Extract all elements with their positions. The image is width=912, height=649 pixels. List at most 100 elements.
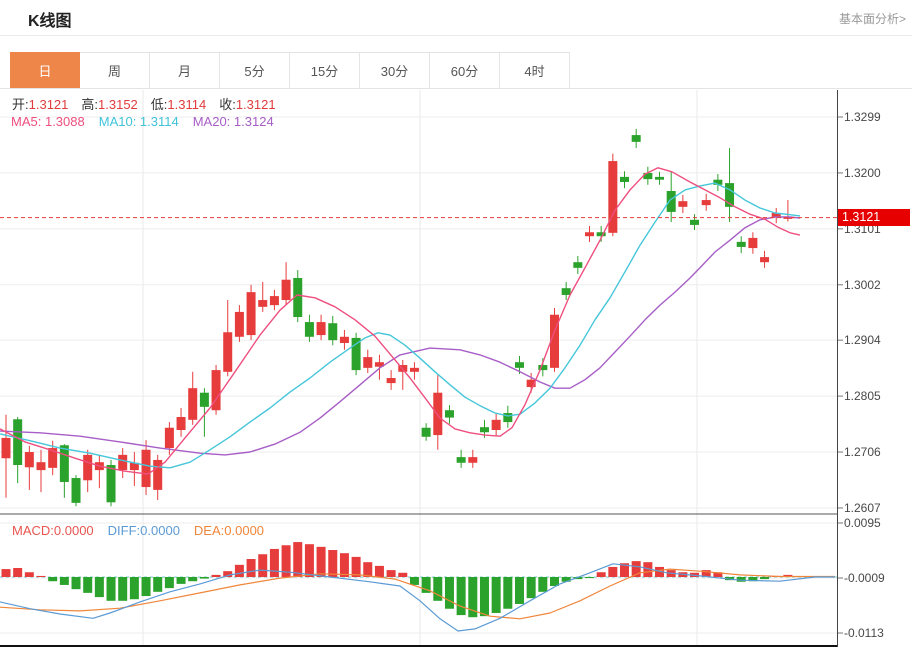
macd-bar (223, 571, 233, 577)
candle-body (748, 237, 758, 249)
legend-item: 低:1.3114 (150, 97, 207, 112)
candle-body (188, 388, 198, 420)
candle-body (538, 365, 548, 371)
macd-bar (24, 572, 34, 577)
candle-body (211, 370, 221, 411)
legend-item: MA5: 1.3088 (11, 114, 85, 129)
candle-body (456, 457, 466, 463)
ma-legend: MA5: 1.3088 MA10: 1.3114 MA20: 1.3124 (11, 114, 288, 129)
legend-item: MA10: 1.3114 (98, 114, 179, 129)
macd-bar (1, 569, 11, 577)
candle-body (328, 323, 338, 341)
macd-bar (748, 577, 758, 582)
timeframe-tabs: 日周月 5分 15分 30分 60分 4时 (10, 52, 570, 89)
page-title: K线图 (28, 13, 72, 30)
macd-bar (596, 572, 606, 577)
candle-body (433, 392, 443, 436)
diff-line (0, 563, 835, 632)
candle-body (59, 445, 69, 482)
candle-body (153, 459, 163, 490)
tab-30分[interactable]: 30分 (360, 52, 430, 89)
macd-bar (141, 577, 151, 597)
candle-body (620, 176, 630, 182)
macd-tick-label: 0.0095 (844, 515, 881, 530)
tab-60分[interactable]: 60分 (430, 52, 500, 89)
macd-bar (398, 572, 408, 577)
candle-body (316, 322, 326, 336)
current-price-badge: 1.3121 (838, 209, 910, 226)
macd-bar (549, 577, 559, 586)
candle-body (281, 279, 291, 301)
macd-bar (736, 577, 746, 582)
macd-bar (94, 577, 104, 598)
macd-bar (59, 577, 69, 585)
candle-body (199, 392, 209, 407)
tabs-bottom-border (0, 88, 912, 89)
macd-bar (234, 564, 244, 577)
candle-body (491, 419, 501, 430)
macd-bar (433, 577, 443, 601)
candle-body (71, 478, 81, 503)
tab-5分[interactable]: 5分 (220, 52, 290, 89)
macd-bar (643, 562, 653, 577)
macd-bar (339, 553, 349, 577)
macd-bar (620, 563, 630, 577)
candle-body (176, 417, 186, 430)
candle-body (106, 465, 116, 503)
candle-body (269, 296, 279, 306)
macd-bar (118, 577, 128, 601)
candle-body (351, 337, 361, 371)
macd-bar (456, 577, 466, 616)
macd-bar (328, 550, 338, 577)
fundamental-analysis-link[interactable]: 基本面分析> (838, 12, 906, 26)
macd-bar (106, 577, 116, 601)
candle-body (596, 232, 606, 237)
macd-bar (269, 548, 279, 577)
candle-body (421, 427, 431, 437)
macd-bar (538, 577, 548, 592)
candle-body (514, 362, 524, 368)
macd-bar (503, 577, 513, 609)
candle-body (666, 191, 676, 212)
macd-tick-label: -0.0009 (844, 571, 885, 585)
macd-bar (386, 570, 396, 577)
candle-body (783, 217, 793, 219)
macd-bar (153, 577, 163, 592)
macd-bar (468, 577, 478, 618)
candle-body (118, 454, 128, 471)
legend-item: MACD:0.0000 (12, 523, 94, 538)
title-divider (0, 35, 912, 36)
price-tick-label: 1.2904 (844, 333, 881, 348)
macd-bar (526, 577, 536, 599)
candle-body (771, 213, 781, 217)
price-tick-label: 1.2706 (844, 445, 881, 460)
price-tick-label: 1.2805 (844, 389, 881, 404)
candle-body (13, 419, 23, 466)
macd-bar (246, 559, 256, 577)
candle-body (293, 278, 303, 317)
candle-body (468, 457, 478, 463)
candle-body (164, 427, 174, 449)
macd-bar (631, 561, 641, 577)
candle-body (479, 427, 489, 433)
macd-bar (514, 577, 524, 604)
candle-body (386, 378, 396, 384)
macd-bar (211, 574, 221, 577)
macd-bar (491, 577, 501, 613)
tab-月[interactable]: 月 (150, 52, 220, 89)
candle-body (83, 454, 93, 481)
candle-body (760, 257, 770, 263)
macd-bar (444, 577, 454, 609)
candle-body (304, 322, 314, 337)
price-tick-label: 1.3200 (844, 165, 881, 180)
macd-bar (363, 562, 373, 577)
candle-body (643, 172, 653, 180)
price-tick-label: 1.3002 (844, 277, 881, 292)
macd-bar (421, 577, 431, 593)
tab-日[interactable]: 日 (10, 52, 80, 89)
candle-body (1, 437, 11, 459)
candle-body (549, 314, 559, 368)
candle-body (409, 367, 419, 372)
price-tick-label: 1.3299 (844, 110, 881, 124)
